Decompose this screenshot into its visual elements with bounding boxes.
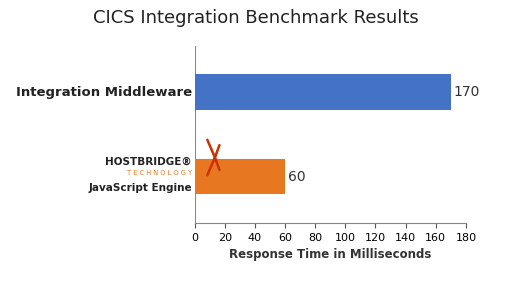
Bar bbox=[195, 159, 285, 194]
X-axis label: Response Time in Milliseconds: Response Time in Milliseconds bbox=[229, 248, 432, 261]
Text: 60: 60 bbox=[288, 170, 306, 184]
Text: 170: 170 bbox=[454, 85, 480, 99]
Text: HOSTBRIDGE®: HOSTBRIDGE® bbox=[105, 156, 192, 166]
Text: CICS Integration Benchmark Results: CICS Integration Benchmark Results bbox=[93, 9, 419, 27]
Text: T E C H N O L O G Y: T E C H N O L O G Y bbox=[127, 170, 192, 176]
Text: JavaScript Engine: JavaScript Engine bbox=[88, 183, 192, 193]
Bar bbox=[195, 74, 451, 110]
Text: Integration Middleware: Integration Middleware bbox=[16, 86, 192, 99]
